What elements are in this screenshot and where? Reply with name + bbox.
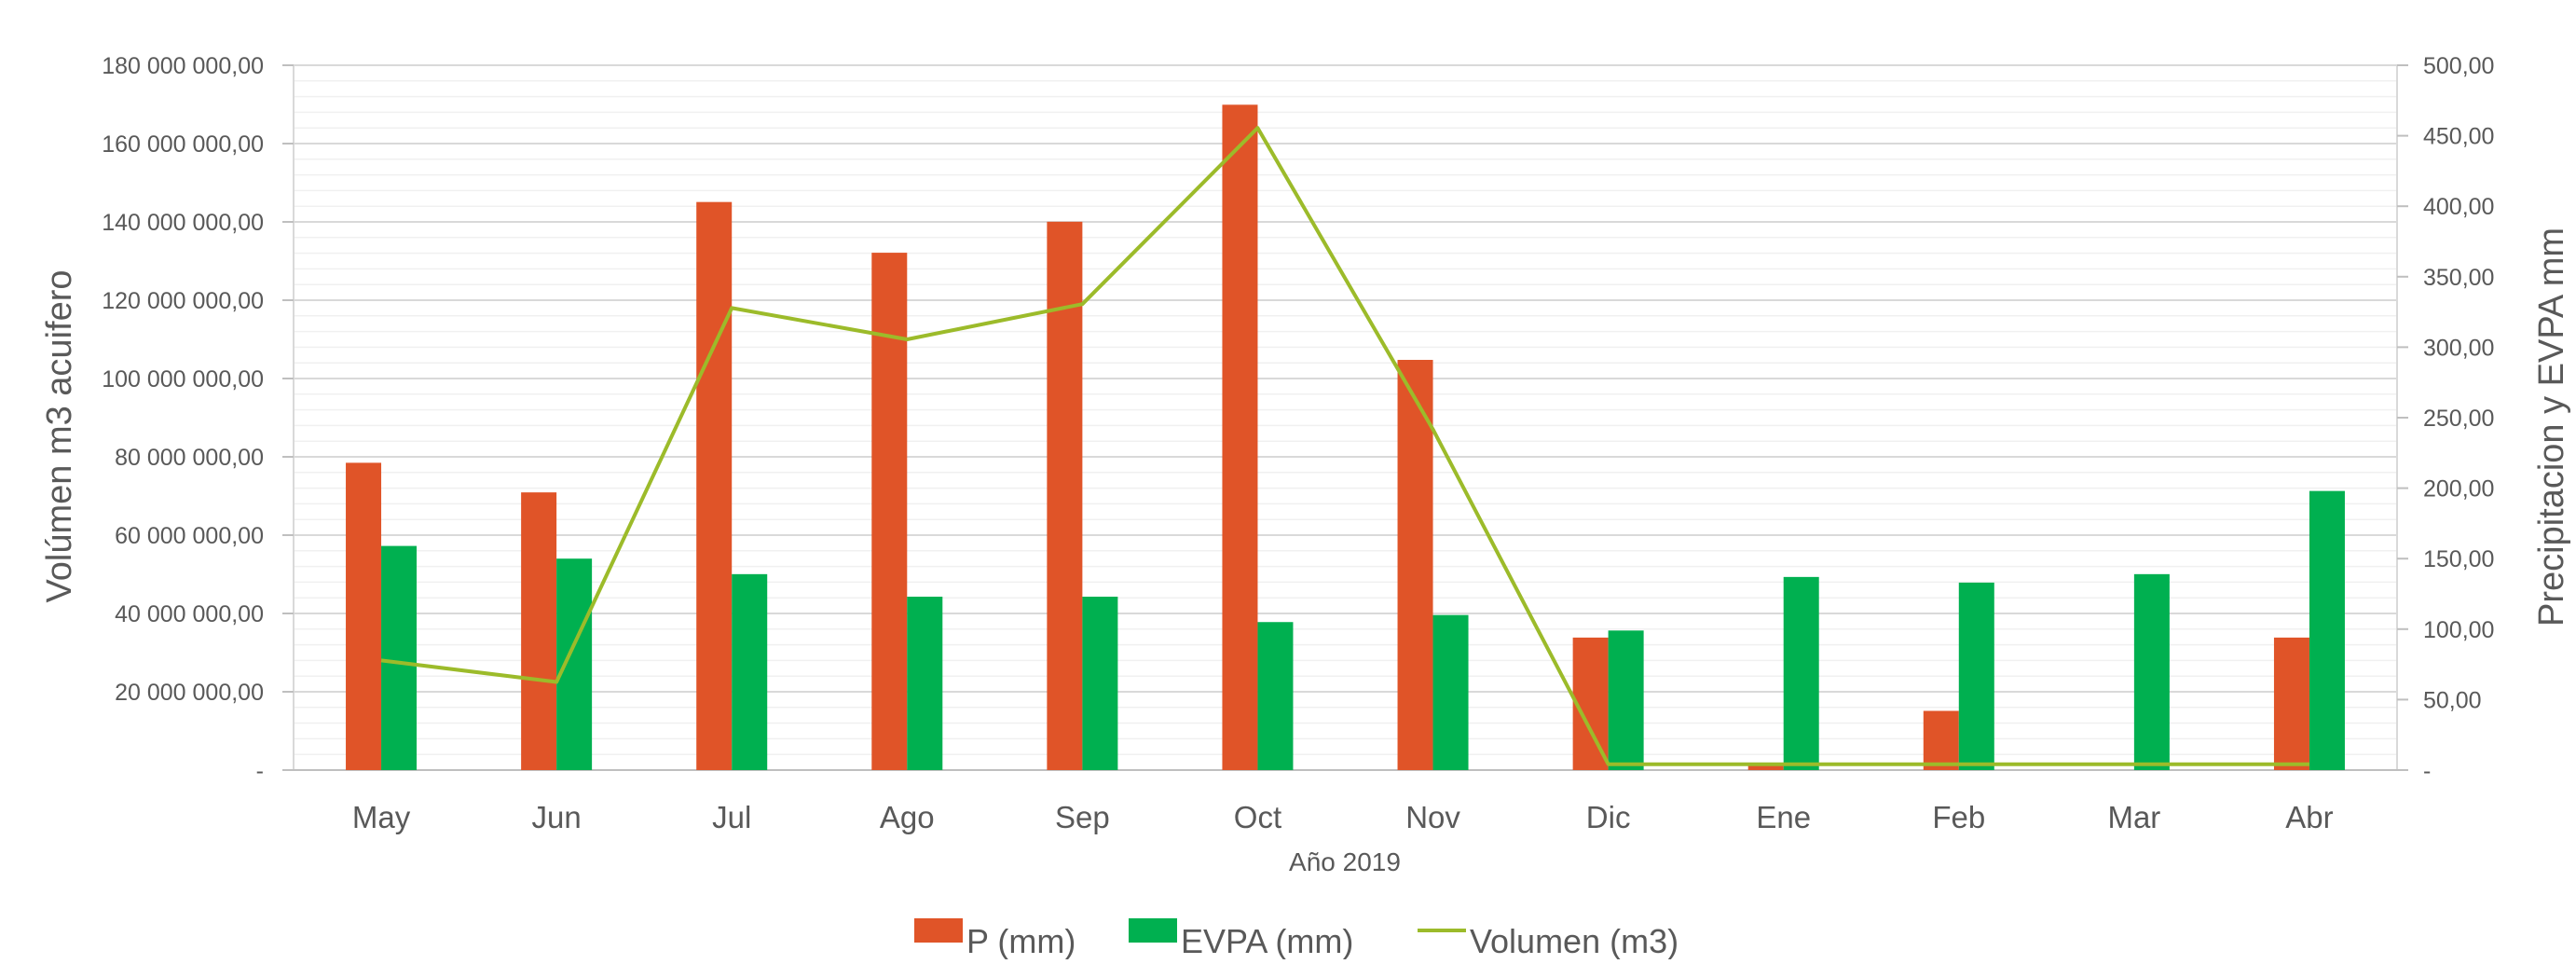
right-tick-label: 300,00 <box>2423 335 2494 361</box>
left-tick-label: 180 000 000,00 <box>102 53 264 79</box>
x-tick-label: Abr <box>2285 800 2333 834</box>
legend-swatch-evpa <box>1129 918 1177 943</box>
bar-evpa-feb <box>1958 582 1994 770</box>
legend-label-p: P (mm) <box>966 922 1076 959</box>
left-axis-title: Volúmen m3 acuifero <box>40 270 79 603</box>
legend: P (mm) EVPA (mm) Volumen (m3) <box>914 918 1679 960</box>
bar-evpa-jun <box>556 558 593 770</box>
x-tick-label: Sep <box>1055 800 1110 834</box>
left-tick-label: 140 000 000,00 <box>102 210 264 236</box>
left-tick-label: 20 000 000,00 <box>115 680 264 706</box>
bar-evpa-nov <box>1432 614 1469 770</box>
bar-evpa-abr <box>2309 490 2345 770</box>
right-axis-title: Precipitacion y EVPA mm <box>2532 227 2571 627</box>
right-tick-label: - <box>2423 758 2431 784</box>
bar-evpa-ene <box>1783 576 1819 770</box>
bar-p-oct <box>1222 104 1258 770</box>
x-tick-label: Feb <box>1932 800 1985 834</box>
bar-p-may <box>346 462 382 770</box>
left-tick-label: 40 000 000,00 <box>115 601 264 627</box>
right-axis-ticks: - 50,00 100,00 150,00 200,00 250,00 300,00 350,… <box>2423 53 2494 784</box>
bar-evpa-sep <box>1082 597 1118 770</box>
right-tick-label: 450,00 <box>2423 124 2494 150</box>
x-tick-label: Oct <box>1234 800 1281 834</box>
bar-evpa-mar <box>2133 573 2170 770</box>
right-tick-label: 150,00 <box>2423 546 2494 572</box>
x-axis-title: Año 2019 <box>1289 847 1401 876</box>
right-tick-label: 50,00 <box>2423 687 2482 713</box>
x-tick-label: Nov <box>1405 800 1460 834</box>
x-tick-label: Jun <box>532 800 582 834</box>
left-tick-label: 120 000 000,00 <box>102 288 264 314</box>
x-tick-label: May <box>352 800 411 834</box>
bar-p-abr <box>2273 637 2309 770</box>
bar-evpa-jul <box>732 573 768 770</box>
left-tick-label: 80 000 000,00 <box>115 445 264 471</box>
minor-gridlines <box>294 80 2397 755</box>
left-tick-label: 60 000 000,00 <box>115 523 264 549</box>
volumen-line <box>380 126 2309 766</box>
bar-evpa-may <box>381 545 418 770</box>
x-tick-label: Ago <box>880 800 935 834</box>
bar-p-sep <box>1047 221 1083 770</box>
right-tick-label: 400,00 <box>2423 194 2494 220</box>
line-series <box>380 126 2309 766</box>
legend-swatch-p <box>914 918 963 943</box>
legend-label-volumen: Volumen (m3) <box>1470 922 1679 959</box>
right-tick-label: 100,00 <box>2423 617 2494 643</box>
axes <box>282 64 2408 771</box>
bar-evpa-dic <box>1608 630 1644 770</box>
bar-evpa-ago <box>907 597 943 770</box>
right-tick-label: 200,00 <box>2423 476 2494 503</box>
x-axis-ticks: May Jun Jul Ago Sep Oct Nov Dic Ene Feb Mar Abr <box>352 800 2334 834</box>
left-tick-label: 100 000 000,00 <box>102 366 264 392</box>
left-tick-label: 160 000 000,00 <box>102 131 264 158</box>
bar-p-ago <box>871 253 908 770</box>
right-tick-label: 350,00 <box>2423 265 2494 291</box>
bar-p-jul <box>696 201 733 770</box>
right-tick-label: 250,00 <box>2423 406 2494 432</box>
bar-p-feb <box>1923 710 1959 770</box>
right-tick-label: 500,00 <box>2423 53 2494 79</box>
legend-label-evpa: EVPA (mm) <box>1181 922 1353 959</box>
bar-evpa-oct <box>1257 622 1294 770</box>
bar-series <box>346 104 2345 770</box>
left-tick-label: - <box>256 758 264 784</box>
bar-p-nov <box>1397 360 1433 770</box>
left-axis-ticks: - 20 000 000,00 40 000 000,00 60 000 000,00… <box>102 53 264 784</box>
x-tick-label: Jul <box>712 800 751 834</box>
x-tick-label: Dic <box>1586 800 1631 834</box>
major-gridlines <box>294 64 2397 693</box>
x-tick-label: Mar <box>2107 800 2160 834</box>
bar-p-jun <box>521 492 557 770</box>
x-tick-label: Ene <box>1756 800 1811 834</box>
bar-p-ene <box>1747 765 1784 770</box>
